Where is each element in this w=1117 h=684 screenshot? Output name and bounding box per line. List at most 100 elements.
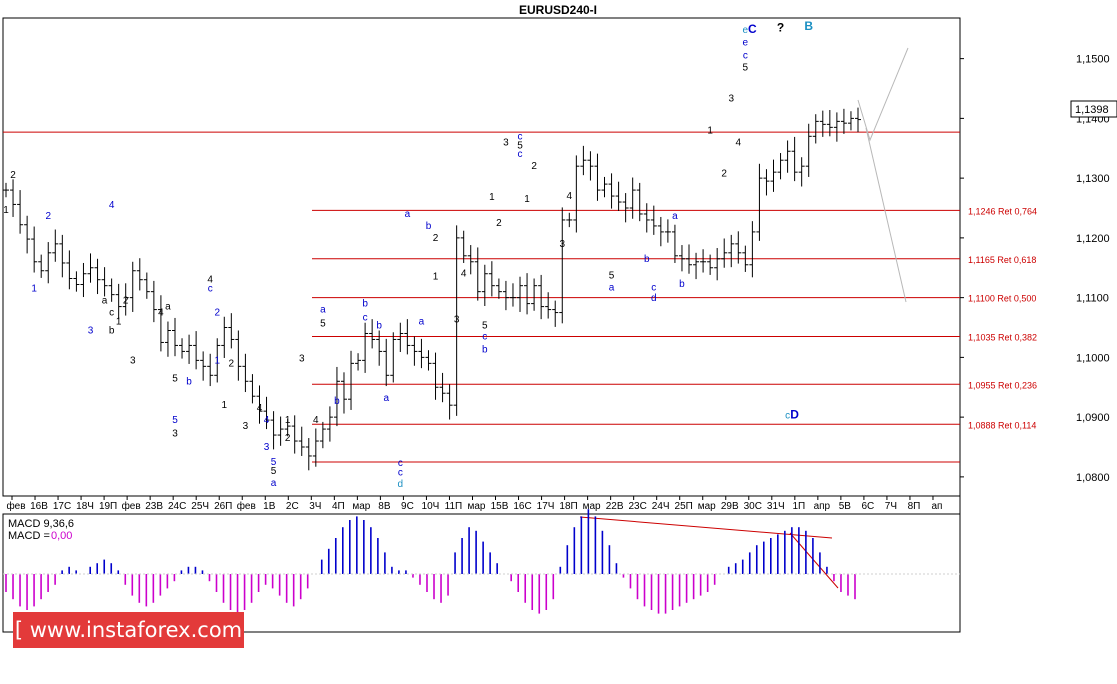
projection-down — [865, 127, 907, 303]
wave-label: B — [804, 19, 813, 33]
wave-label: c — [651, 282, 656, 293]
macd-trendline-steep — [789, 532, 839, 589]
wave-label: 3 — [264, 442, 270, 453]
x-tick-label: 22В — [606, 501, 624, 512]
x-tick-label: мар — [698, 501, 716, 512]
price-chart: EURUSD240-I 1,1246 Ret 0,764 1,1165 Ret 0… — [2, 3, 1117, 633]
wave-label: 2 — [433, 233, 439, 244]
y-tick-label: 1,1500 — [1076, 54, 1110, 66]
fib-label: 1,1100 Ret 0,500 — [968, 294, 1036, 304]
x-tick-label: апр — [814, 501, 831, 512]
wave-label: 3 — [88, 325, 94, 336]
x-tick-label: 25Ч — [191, 501, 209, 512]
x-tick-label: 7Ч — [885, 501, 897, 512]
wave-label: 4 — [264, 415, 270, 426]
x-tick-label: 17С — [53, 501, 71, 512]
wave-label: 2 — [123, 296, 129, 307]
x-tick-label: 18П — [559, 501, 577, 512]
wave-label: a — [419, 317, 425, 328]
wave-label: a — [271, 478, 277, 489]
wave-label: c — [208, 284, 213, 295]
macd-value-label: MACD = — [8, 530, 50, 542]
wave-label: a — [609, 282, 615, 293]
wave-label: 4 — [313, 415, 319, 426]
wave-label: 4 — [207, 275, 213, 286]
wave-label: b — [644, 254, 650, 265]
fib-label: 1,0955 Ret 0,236 — [968, 380, 1037, 390]
wave-label: 1 — [524, 194, 530, 205]
fib-label: 1,1035 Ret 0,382 — [968, 332, 1037, 342]
wave-label: c — [363, 312, 368, 323]
macd-trendline — [579, 516, 833, 539]
wave-label: b — [482, 345, 488, 356]
wave-label: 5 — [172, 373, 178, 384]
wave-label: D — [790, 407, 799, 421]
wave-label: 5 — [271, 466, 277, 477]
current-price-label: 1,1398 — [1075, 104, 1109, 116]
wave-label: a — [320, 305, 326, 316]
x-tick-label: 25П — [675, 501, 693, 512]
x-tick-label: 15В — [491, 501, 509, 512]
current-price-marker: 1,1398 — [1070, 100, 1117, 118]
x-tick-label: фев — [122, 500, 141, 512]
wave-label: 1 — [221, 400, 227, 411]
wave-label: a — [165, 302, 171, 313]
chart-title: EURUSD240-I — [519, 3, 597, 17]
wave-label: c — [785, 410, 790, 421]
y-axis: 1,15001,14001,13001,12001,11001,10001,09… — [960, 54, 1110, 484]
wave-label: 3 — [454, 315, 460, 326]
wave-label: c — [518, 149, 523, 160]
x-tick-label: 5В — [839, 501, 852, 512]
x-tick-label: 16С — [513, 501, 531, 512]
x-tick-label: 23В — [145, 501, 163, 512]
wave-label: 3 — [728, 94, 734, 105]
x-tick-label: 31Ч — [767, 501, 785, 512]
wave-label: c — [398, 468, 403, 479]
x-tick-label: 9С — [401, 501, 414, 512]
x-tick-label: 23С — [628, 501, 646, 512]
wave-label: 1 — [285, 415, 291, 426]
fib-label: 1,1246 Ret 0,764 — [968, 206, 1037, 216]
wave-label: b — [362, 299, 368, 310]
fibonacci-levels: 1,1246 Ret 0,764 1,1165 Ret 0,618 1,1100 R… — [312, 206, 1037, 430]
wave-label: c — [109, 308, 114, 319]
wave-label: c — [518, 131, 523, 142]
y-tick-label: 1,0800 — [1076, 472, 1110, 484]
wave-label: 1 — [214, 355, 220, 366]
x-tick-label: 30С — [744, 501, 762, 512]
x-tick-label: 10Ч — [422, 501, 440, 512]
y-tick-label: 1,0900 — [1076, 412, 1110, 424]
wave-label: b — [376, 321, 382, 332]
x-tick-label: 19П — [99, 501, 117, 512]
x-tick-label: 24Ч — [652, 501, 670, 512]
fib-label: 1,0888 Ret 0,114 — [968, 420, 1036, 430]
wave-label: 5 — [743, 63, 749, 74]
macd-histogram — [3, 509, 960, 614]
wave-label: d — [651, 293, 657, 304]
wave-label: 4 — [257, 403, 263, 414]
wave-label: 1 — [433, 272, 439, 283]
x-tick-label: 8В — [378, 501, 391, 512]
wave-label: 5 — [609, 271, 615, 282]
wave-label: b — [679, 279, 685, 290]
wave-label: 2 — [721, 168, 727, 179]
watermark-banner[interactable]: [ www.instaforex.com ] — [13, 612, 244, 678]
x-tick-label: 16В — [30, 501, 48, 512]
x-tick-label: 17Ч — [537, 501, 555, 512]
wave-label: 1 — [489, 192, 495, 203]
wave-label: 2 — [229, 358, 235, 369]
projection-arrow — [857, 47, 909, 303]
x-tick-label: ап — [931, 501, 942, 512]
wave-label: 2 — [214, 308, 220, 319]
x-tick-label: 6С — [862, 501, 875, 512]
wave-label: 4 — [109, 200, 115, 211]
wave-label: e — [743, 25, 749, 36]
x-tick-label: 1П — [792, 501, 805, 512]
y-tick-label: 1,1200 — [1076, 233, 1110, 245]
wave-label: 1 — [116, 317, 122, 328]
x-tick-label: 11П — [445, 501, 463, 512]
wave-label: 1 — [31, 284, 37, 295]
x-tick-label: 24С — [168, 501, 186, 512]
x-axis: фев 16В 17С 18Ч 19П фев 23В 24С 25Ч 26П фев 1В 2С 3Ч 4… — [6, 496, 942, 512]
